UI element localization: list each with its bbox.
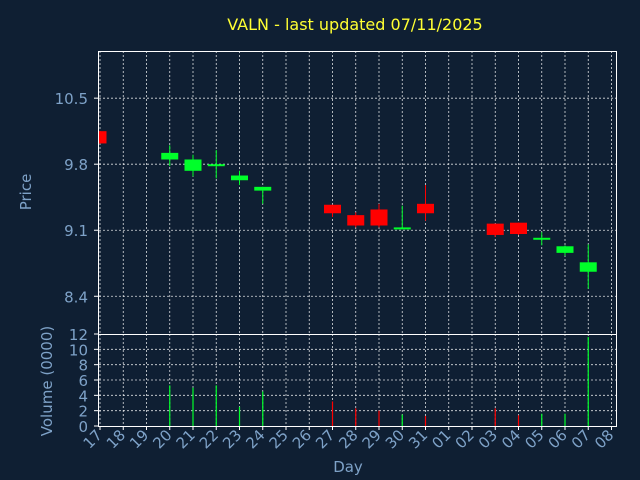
candle-body [347,215,365,226]
price-panel: 10.5 9.8 9.1 8.4 Price [17,51,617,335]
candle-body [161,152,179,160]
volume-bar [424,416,427,426]
candle [370,203,388,228]
price-gridlines [99,51,616,334]
candle [254,186,272,204]
volume-bar [517,415,520,426]
candle-body [207,164,225,167]
candle [184,154,202,177]
volume-bar [564,413,566,426]
candle [417,184,434,221]
candle-body [254,186,272,191]
volume-bar [215,385,217,426]
candle [486,223,504,237]
candle [207,150,225,179]
candle [231,170,248,185]
chart-title: VALN - last updated 07/11/2025 [227,15,482,34]
candle [556,245,574,256]
candle-body [324,204,341,214]
price-plot-frame [98,51,617,335]
volume-tick-label: 10 [69,341,88,359]
candle-body [533,237,551,240]
candle-body [393,227,411,230]
volume-bar [331,401,334,426]
candle [99,131,107,144]
price-tick-label: 9.1 [64,222,88,240]
candle-body [184,159,202,171]
volume-bars [169,337,589,426]
x-tick-label: 08 [591,426,617,452]
candle-body [510,222,527,235]
price-tick-label: 9.8 [64,156,88,174]
volume-bar [355,408,357,426]
volume-bar [192,387,194,426]
volume-tick-label: 12 [69,326,88,344]
volume-bar [378,410,380,426]
candle-body [417,203,434,214]
candle-body [486,223,504,235]
volume-plot-frame [98,334,617,427]
candle [347,212,365,228]
candle [510,222,527,235]
candle-body [579,262,597,272]
volume-bar [494,408,496,426]
volume-bar [401,414,403,426]
candle-body [99,131,107,144]
candles [99,131,597,289]
candle [324,204,341,218]
candle-body [231,175,248,181]
candle [533,232,551,246]
candle-body [370,209,388,226]
price-axis-label: Price [17,174,35,211]
volume-tick-label: 0 [78,418,88,436]
candle [161,145,179,167]
volume-gridlines [99,334,616,426]
volume-bar [262,391,264,426]
x-axis-label: Day [333,458,363,476]
price-y-ticks: 10.5 9.8 9.1 8.4 [55,90,99,306]
volume-bar [587,337,589,426]
volume-tick-label: 4 [78,387,88,405]
candle [579,244,597,289]
candle [393,205,411,230]
volume-tick-label: 6 [78,372,88,390]
volume-bar [238,406,241,426]
x-ticks: 1718192021222324252627282930310102030405… [80,426,617,452]
candle-body [556,246,574,253]
volume-axis-label: Volume (0000) [38,326,56,436]
volume-tick-label: 8 [78,357,88,375]
price-tick-label: 10.5 [55,90,88,108]
price-tick-label: 8.4 [64,288,88,306]
volume-bar [541,413,543,426]
volume-tick-label: 2 [78,403,88,421]
volume-bar [169,385,171,426]
